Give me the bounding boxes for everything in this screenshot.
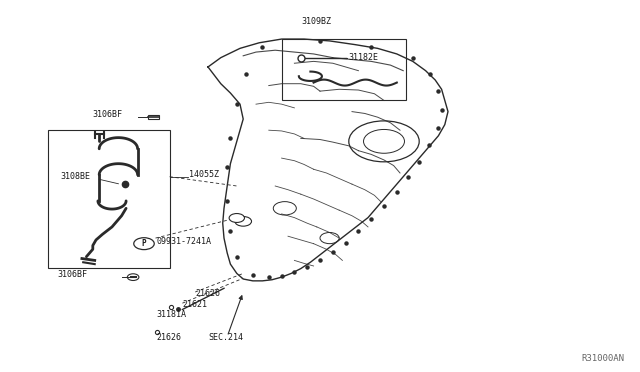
Text: 3109BZ: 3109BZ [302, 17, 332, 26]
Text: 3106BF: 3106BF [58, 270, 88, 279]
Text: 21626: 21626 [195, 289, 220, 298]
Text: SEC.214: SEC.214 [208, 333, 243, 342]
FancyBboxPatch shape [148, 115, 159, 119]
Circle shape [229, 214, 244, 222]
Bar [282, 39, 406, 100]
Text: 21621: 21621 [182, 300, 207, 309]
Bar [48, 130, 170, 268]
Text: 3108BE: 3108BE [61, 171, 91, 180]
Text: 09931-7241A: 09931-7241A [157, 237, 212, 246]
Text: 14055Z: 14055Z [189, 170, 219, 179]
Text: P: P [141, 239, 147, 248]
Text: 21626: 21626 [157, 333, 182, 342]
Text: 31181A: 31181A [157, 310, 187, 319]
Text: 31182E: 31182E [349, 52, 379, 61]
Circle shape [235, 217, 252, 226]
Text: 3106BF: 3106BF [93, 110, 123, 119]
Polygon shape [208, 39, 448, 281]
Text: R31000AN: R31000AN [581, 354, 624, 363]
